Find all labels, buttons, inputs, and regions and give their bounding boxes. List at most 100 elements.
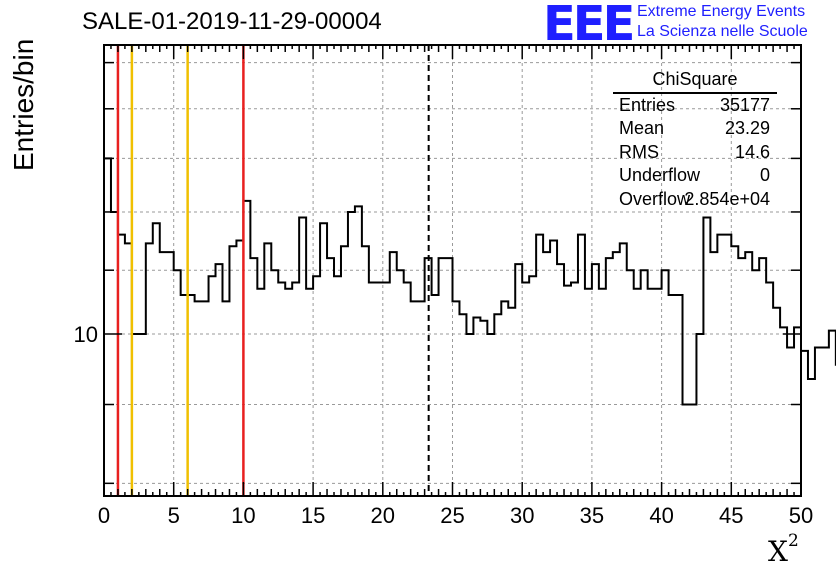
histogram-bin (648, 288, 655, 290)
histogram-bin (174, 269, 181, 271)
logo-line-2: La Scienza nelle Scuole (637, 23, 808, 40)
histogram-bin (487, 333, 494, 335)
histogram-bin (543, 251, 550, 253)
histogram-bin (390, 251, 397, 253)
histogram-bin (606, 257, 613, 259)
eee-logo: EEE (543, 0, 635, 52)
histogram-bin (160, 251, 167, 253)
histogram-bin (313, 275, 320, 277)
histogram-bin (731, 245, 738, 247)
histogram-bin (327, 257, 334, 259)
stats-row-entries: Entries 35177 (611, 94, 777, 118)
histogram-bin (418, 300, 425, 302)
histogram-bin (738, 257, 745, 259)
histogram-bin (529, 275, 536, 277)
stats-title: ChiSquare (613, 68, 777, 94)
histogram-bin (822, 347, 829, 349)
stats-row-underflow: Underflow 0 (611, 164, 777, 188)
stats-box: ChiSquare Entries 35177 Mean 23.29 RMS 14.6… (611, 68, 777, 211)
histogram-bin (689, 404, 696, 406)
histogram-bin (348, 211, 355, 213)
histogram-bin (139, 333, 146, 335)
histogram-bin (285, 288, 292, 290)
histogram-bin (801, 350, 808, 352)
histogram-bin (466, 333, 473, 335)
x-axis-label: X2 (768, 531, 799, 568)
histogram-bin (634, 288, 641, 290)
x-tick-label: 40 (649, 503, 673, 528)
histogram-bin (613, 251, 620, 253)
tick-labels-layer: 0 5 10 15 20 25 30 35 40 45 50 10 (74, 322, 814, 528)
histogram-bin (620, 242, 627, 244)
histogram-bin (292, 281, 299, 283)
histogram-bin (404, 281, 411, 283)
histogram-bin (439, 257, 446, 259)
x-tick-label: 5 (168, 503, 180, 528)
histogram-bin (355, 205, 362, 207)
histogram-bin (271, 269, 278, 271)
stats-value: 35177 (719, 94, 770, 115)
histogram-bin (683, 404, 690, 406)
stats-label: Entries (619, 94, 676, 115)
histogram-bin (745, 251, 752, 253)
histogram-bin (515, 263, 522, 265)
histogram-bin (320, 222, 327, 224)
stats-row-overflow: Overflow 2.854e+04 (611, 188, 777, 212)
histogram-bin (557, 263, 564, 265)
histogram-bin (829, 330, 836, 332)
x-axis-label-base: X (768, 535, 788, 568)
histogram-bin (536, 234, 543, 236)
histogram-bin (494, 313, 501, 315)
histogram-bin (257, 288, 264, 290)
histogram-bin (146, 242, 153, 244)
histogram-bin (703, 217, 710, 219)
logo-line-1: Extreme Energy Events (637, 3, 806, 20)
x-tick-label: 25 (440, 503, 464, 528)
histogram-bin (229, 245, 236, 247)
histogram-bin (362, 245, 369, 247)
stats-value: 0 (759, 165, 770, 185)
histogram-bin (724, 234, 731, 236)
histogram-bin (473, 316, 480, 318)
x-tick-label: 30 (510, 503, 534, 528)
stats-value: 14.6 (734, 141, 770, 162)
histogram-bin (278, 281, 285, 283)
histogram-bin (250, 257, 257, 259)
histogram-bin (222, 300, 229, 302)
y-tick-label: 10 (74, 322, 98, 347)
histogram-bin (592, 263, 599, 265)
x-tick-label: 15 (301, 503, 325, 528)
histogram-bin (787, 347, 794, 349)
histogram-bin (432, 294, 439, 296)
histogram-bin (752, 269, 759, 271)
stats-row-mean: Mean 23.29 (611, 117, 777, 141)
x-tick-label: 45 (719, 503, 743, 528)
histogram-bin (202, 300, 209, 302)
stats-label: Underflow (619, 165, 701, 185)
stats-row-rms: RMS 14.6 (611, 141, 777, 165)
histogram-bin (376, 281, 383, 283)
histogram-bin (216, 263, 223, 265)
histogram-bin (780, 326, 787, 328)
histogram-bin (522, 281, 529, 283)
histogram-bin (446, 257, 453, 259)
x-tick-label: 10 (231, 503, 255, 528)
histogram-bin (369, 281, 376, 283)
histogram-bin (306, 288, 313, 290)
histogram-bin (794, 326, 801, 328)
histogram-bin (480, 320, 487, 322)
histogram-bin (153, 222, 160, 224)
y-axis-label: Entries/bin (8, 38, 39, 171)
histogram-bin (655, 288, 662, 290)
histogram-bin (676, 294, 683, 296)
histogram-bin (167, 251, 174, 253)
histogram-bin (501, 300, 508, 302)
histogram-bin (459, 313, 466, 315)
logo-caption: Extreme Energy Events La Scienza nelle S… (637, 2, 808, 42)
histogram-bin (773, 307, 780, 309)
stats-value: 2.854e+04 (684, 188, 770, 209)
histogram-bin (759, 257, 766, 259)
histogram-bin (669, 294, 676, 296)
histogram-bin (641, 269, 648, 271)
